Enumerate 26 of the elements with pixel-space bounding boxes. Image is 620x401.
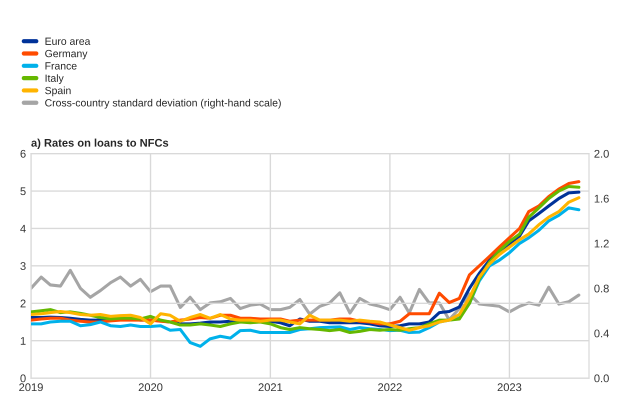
y-tick-label: 4 xyxy=(20,224,26,232)
chart-title: a) Rates on loans to NFCs xyxy=(31,138,168,149)
x-tick-label: 2022 xyxy=(378,383,402,392)
legend-label: Euro area xyxy=(45,38,90,45)
y2-tick-label: 0.4 xyxy=(594,330,609,338)
y-tick-label: 5 xyxy=(20,187,26,196)
x-tick-label: 2020 xyxy=(138,383,162,392)
y2-tick-label: 0.8 xyxy=(594,284,609,292)
y-tick-label: 6 xyxy=(20,150,26,158)
y-tick-label: 3 xyxy=(20,262,26,270)
x-tick-label: 2023 xyxy=(498,383,522,392)
y-tick-label: 2 xyxy=(20,300,26,308)
line-series xyxy=(31,268,580,322)
legend-label: Germany xyxy=(45,50,88,60)
y2-tick-label: 0.0 xyxy=(594,374,609,382)
legend-label: Spain xyxy=(45,86,71,96)
y2-tick-label: 2.0 xyxy=(594,150,609,158)
y2-tick-label: 1.6 xyxy=(594,194,609,203)
legend-label: France xyxy=(45,62,77,70)
x-tick-label: 2019 xyxy=(19,383,43,392)
y-tick-label: 0 xyxy=(20,374,26,382)
legend-label: Italy xyxy=(46,74,64,84)
x-tick-label: 2021 xyxy=(258,383,282,392)
y-tick-label: 1 xyxy=(20,337,26,345)
legend-label: Cross-country standard deviation (right-hand scale) xyxy=(45,98,281,109)
y2-tick-label: 1.2 xyxy=(594,240,609,248)
